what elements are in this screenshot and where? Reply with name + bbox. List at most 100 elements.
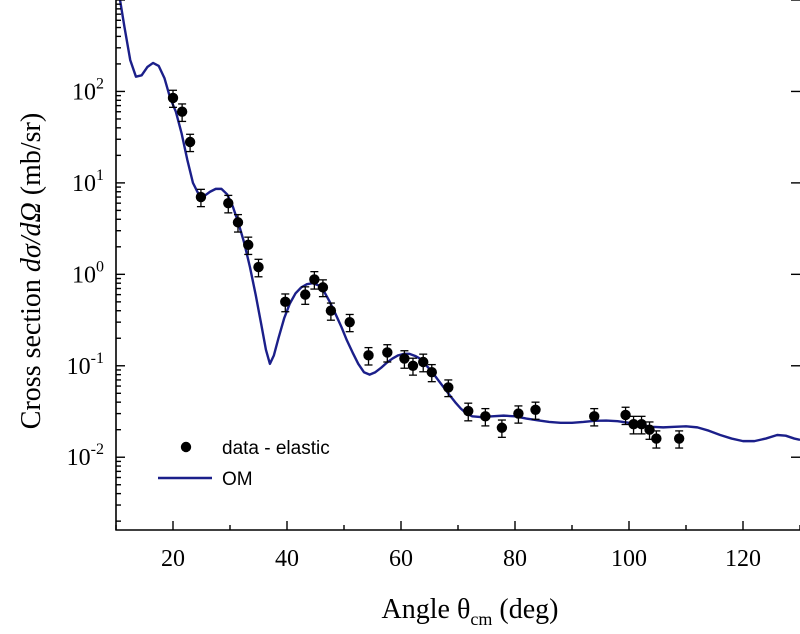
x-tick-label: 100: [611, 546, 647, 572]
y-tick-exponent: 0: [96, 258, 104, 275]
y-tick-label: 101: [72, 167, 104, 197]
data-marker: [167, 92, 179, 104]
y-axis-title-quantity: dσ/dΩ: [16, 202, 47, 272]
y-tick-base: 10: [72, 79, 96, 105]
data-point: [418, 353, 429, 373]
data-point: [628, 415, 639, 435]
data-point: [167, 89, 179, 108]
data-point: [443, 379, 454, 398]
data-marker: [644, 424, 655, 435]
y-tick-exponent: 1: [96, 167, 104, 184]
legend-marker-data: [180, 441, 192, 453]
data-marker: [232, 217, 244, 228]
data-point: [176, 103, 188, 123]
data-point: [317, 279, 329, 298]
legend: data - elastic OM: [158, 438, 330, 490]
data-point: [463, 402, 474, 422]
data-point: [426, 363, 437, 383]
plot-area: [118, 0, 800, 449]
data-point: [344, 313, 355, 333]
legend-label-data: data - elastic: [222, 438, 330, 459]
om-curve: [118, 0, 800, 443]
data-marker: [300, 289, 311, 300]
data-point: [530, 401, 541, 420]
x-tick-label: 60: [389, 546, 413, 572]
y-tick-label: 10-2: [67, 441, 104, 471]
x-axis-title-prefix: Angle θ: [382, 594, 471, 625]
data-marker: [399, 353, 410, 364]
y-tick-label: 102: [72, 75, 104, 105]
data-point: [363, 346, 374, 366]
data-marker: [426, 367, 437, 378]
data-marker: [325, 305, 337, 316]
data-marker: [463, 405, 474, 417]
data-marker: [673, 433, 685, 444]
data-marker: [651, 433, 662, 444]
data-point: [253, 258, 264, 278]
y-tick-base: 10: [72, 262, 96, 288]
data-point: [223, 194, 234, 214]
data-point: [325, 302, 337, 321]
x-axis-title: Angle θcm (deg): [382, 594, 559, 629]
data-point: [300, 286, 311, 305]
y-tick-exponent: 2: [96, 75, 104, 92]
data-point: [382, 344, 393, 363]
y-tick-base: 10: [67, 354, 91, 380]
data-marker: [636, 418, 647, 430]
data-point: [232, 213, 244, 233]
data-point: [280, 293, 291, 313]
data-marker: [443, 382, 454, 393]
data-marker: [243, 239, 254, 251]
data-marker: [317, 282, 329, 293]
data-marker: [589, 411, 600, 422]
y-axis-title-prefix: Cross section: [16, 272, 47, 429]
data-marker: [480, 411, 491, 422]
x-tick-label: 120: [725, 546, 761, 572]
data-marker: [513, 408, 524, 419]
x-axis-title-subscript: cm: [470, 609, 492, 629]
x-tick-label: 80: [503, 546, 527, 572]
data-point: [309, 270, 320, 290]
data-point: [496, 419, 508, 438]
data-point: [243, 236, 254, 256]
data-point: [651, 430, 662, 449]
data-marker: [176, 106, 188, 117]
data-marker: [628, 418, 639, 430]
data-marker: [184, 136, 196, 148]
data-marker: [223, 197, 234, 209]
data-point: [184, 133, 196, 153]
y-tick-base: 10: [67, 445, 91, 471]
y-tick-base: 10: [72, 171, 96, 197]
y-axis-title-group: Cross section dσ/dΩ (mb/sr): [16, 113, 47, 429]
data-marker: [195, 191, 207, 203]
data-marker: [496, 422, 508, 433]
data-marker: [418, 356, 429, 368]
data-marker: [309, 274, 320, 285]
y-tick-exponent: -1: [91, 350, 104, 367]
y-axis-title: Cross section dσ/dΩ (mb/sr): [16, 113, 47, 429]
data-marker: [280, 296, 291, 308]
y-tick-exponent: -2: [91, 441, 104, 458]
data-point: [399, 350, 410, 369]
data-point: [480, 407, 491, 427]
y-tick-label: 10-1: [67, 350, 104, 380]
data-marker: [382, 347, 393, 358]
data-point: [673, 430, 685, 449]
data-point: [513, 405, 524, 424]
y-tick-label: 100: [72, 258, 104, 288]
x-axis-title-unit: (deg): [492, 594, 558, 625]
x-tick-label: 40: [275, 546, 299, 572]
data-marker: [344, 316, 355, 328]
y-axis-title-unit: (mb/sr): [16, 113, 47, 202]
data-point: [644, 421, 655, 440]
data-marker: [253, 261, 264, 273]
x-tick-label: 20: [161, 546, 185, 572]
data-marker: [530, 404, 541, 416]
data-point: [589, 407, 600, 427]
data-point: [620, 406, 631, 426]
data-marker: [407, 360, 419, 371]
data-marker: [620, 409, 631, 421]
legend-label-om: OM: [222, 469, 253, 490]
